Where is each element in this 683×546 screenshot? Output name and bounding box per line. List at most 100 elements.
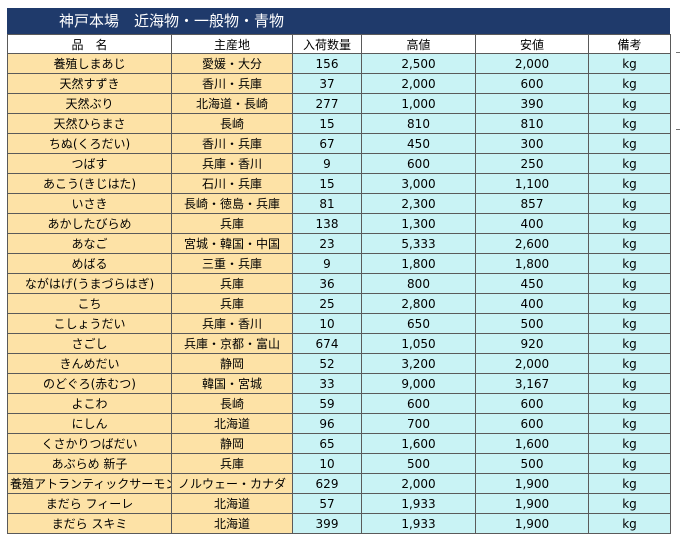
unit-cell: kg (588, 113, 671, 134)
table-row: こち 兵庫 25 2,800 400 kg (7, 293, 671, 314)
high-price-cell: 2,500 (361, 53, 476, 74)
unit-cell: kg (588, 213, 671, 234)
quantity-cell: 37 (292, 73, 362, 94)
quantity-cell: 25 (292, 293, 362, 314)
header-row: 品 名 主産地 入荷数量 高値 安値 備考 (7, 34, 671, 54)
origin-cell: 静岡 (171, 433, 293, 454)
unit-cell: kg (588, 513, 671, 534)
quantity-cell: 96 (292, 413, 362, 434)
fish-name-cell: こしょうだい (7, 313, 172, 334)
fish-name-cell: よこわ (7, 393, 172, 414)
table-row: のどぐろ(赤むつ) 韓国・宮城 33 9,000 3,167 kg (7, 373, 671, 394)
unit-cell: kg (588, 473, 671, 494)
origin-cell: 長崎 (171, 113, 293, 134)
low-price-cell: 500 (475, 453, 589, 474)
high-price-cell: 650 (361, 313, 476, 334)
low-price-cell: 810 (475, 113, 589, 134)
fish-name-cell: 養殖しまあじ (7, 53, 172, 74)
quantity-cell: 33 (292, 373, 362, 394)
quantity-cell: 15 (292, 113, 362, 134)
origin-cell: 北海道 (171, 493, 293, 514)
column-header-low-price: 安値 (475, 34, 589, 54)
quantity-cell: 59 (292, 393, 362, 414)
high-price-cell: 1,933 (361, 493, 476, 514)
unit-cell: kg (588, 233, 671, 254)
high-price-cell: 2,300 (361, 193, 476, 214)
low-price-cell: 400 (475, 293, 589, 314)
origin-cell: 香川・兵庫 (171, 133, 293, 154)
low-price-cell: 920 (475, 333, 589, 354)
unit-cell: kg (588, 193, 671, 214)
low-price-cell: 600 (475, 393, 589, 414)
fish-name-cell: 養殖アトランティックサーモン (7, 473, 172, 494)
low-price-cell: 2,000 (475, 353, 589, 374)
unit-cell: kg (588, 453, 671, 474)
table-row: よこわ 長崎 59 600 600 kg (7, 393, 671, 414)
unit-cell: kg (588, 353, 671, 374)
unit-cell: kg (588, 173, 671, 194)
quantity-cell: 81 (292, 193, 362, 214)
unit-cell: kg (588, 253, 671, 274)
quantity-cell: 277 (292, 93, 362, 114)
unit-cell: kg (588, 273, 671, 294)
fish-name-cell: ながはげ(うまづらはぎ) (7, 273, 172, 294)
table-row: ながはげ(うまづらはぎ) 兵庫 36 800 450 kg (7, 273, 671, 294)
fish-name-cell: ちぬ(くろだい) (7, 133, 172, 154)
unit-cell: kg (588, 493, 671, 514)
quantity-cell: 156 (292, 53, 362, 74)
low-price-cell: 450 (475, 273, 589, 294)
quantity-cell: 9 (292, 153, 362, 174)
fish-name-cell: こち (7, 293, 172, 314)
high-price-cell: 1,933 (361, 513, 476, 534)
low-price-cell: 390 (475, 93, 589, 114)
high-price-cell: 2,800 (361, 293, 476, 314)
table-row: くさかりつばだい 静岡 65 1,600 1,600 kg (7, 433, 671, 454)
table-row: あなご 宮城・韓国・中国 23 5,333 2,600 kg (7, 233, 671, 254)
unit-cell: kg (588, 373, 671, 394)
fish-name-cell: まだら スキミ (7, 513, 172, 534)
fish-name-cell: きんめだい (7, 353, 172, 374)
margin-mark (676, 129, 680, 130)
origin-cell: 兵庫 (171, 273, 293, 294)
low-price-cell: 1,900 (475, 513, 589, 534)
table-row: さごし 兵庫・京都・富山 674 1,050 920 kg (7, 333, 671, 354)
fish-name-cell: 天然すずき (7, 73, 172, 94)
quantity-cell: 23 (292, 233, 362, 254)
table-row: あこう(きじはた) 石川・兵庫 15 3,000 1,100 kg (7, 173, 671, 194)
low-price-cell: 500 (475, 313, 589, 334)
low-price-cell: 400 (475, 213, 589, 234)
unit-cell: kg (588, 293, 671, 314)
fish-name-cell: 天然ひらまさ (7, 113, 172, 134)
quantity-cell: 57 (292, 493, 362, 514)
unit-cell: kg (588, 73, 671, 94)
quantity-cell: 10 (292, 313, 362, 334)
low-price-cell: 300 (475, 133, 589, 154)
table-row: 天然ひらまさ 長崎 15 810 810 kg (7, 113, 671, 134)
low-price-cell: 1,900 (475, 493, 589, 514)
unit-cell: kg (588, 393, 671, 414)
table-row: めばる 三重・兵庫 9 1,800 1,800 kg (7, 253, 671, 274)
origin-cell: 兵庫・香川 (171, 313, 293, 334)
table-row: あかしたびらめ 兵庫 138 1,300 400 kg (7, 213, 671, 234)
fish-name-cell: あなご (7, 233, 172, 254)
fish-name-cell: のどぐろ(赤むつ) (7, 373, 172, 394)
quantity-cell: 629 (292, 473, 362, 494)
origin-cell: 韓国・宮城 (171, 373, 293, 394)
table-row: あぶらめ 新子 兵庫 10 500 500 kg (7, 453, 671, 474)
unit-cell: kg (588, 313, 671, 334)
low-price-cell: 1,800 (475, 253, 589, 274)
high-price-cell: 3,000 (361, 173, 476, 194)
quantity-cell: 36 (292, 273, 362, 294)
unit-cell: kg (588, 333, 671, 354)
high-price-cell: 9,000 (361, 373, 476, 394)
fish-name-cell: あこう(きじはた) (7, 173, 172, 194)
quantity-cell: 65 (292, 433, 362, 454)
high-price-cell: 1,800 (361, 253, 476, 274)
high-price-cell: 1,300 (361, 213, 476, 234)
table-row: 養殖アトランティックサーモン ノルウェー・カナダ 629 2,000 1,900 kg (7, 473, 671, 494)
origin-cell: 三重・兵庫 (171, 253, 293, 274)
unit-cell: kg (588, 413, 671, 434)
fish-name-cell: 天然ぶり (7, 93, 172, 114)
unit-cell: kg (588, 433, 671, 454)
column-header-high-price: 高値 (361, 34, 476, 54)
